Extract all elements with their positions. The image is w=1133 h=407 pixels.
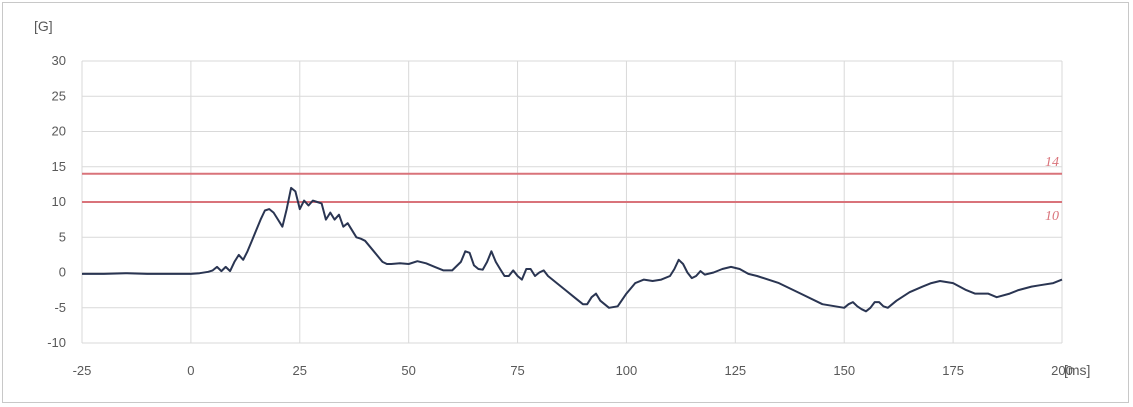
y-tick-label: 30	[52, 53, 66, 68]
y-tick-label: 0	[59, 265, 66, 280]
x-tick-label: 175	[942, 363, 964, 378]
y-axis-label: [G]	[34, 18, 53, 34]
x-tick-label: 100	[616, 363, 638, 378]
x-tick-label: 200	[1051, 363, 1073, 378]
x-tick-label: 125	[724, 363, 746, 378]
y-tick-label: -5	[54, 300, 66, 315]
x-tick-label: 75	[510, 363, 524, 378]
threshold-layer: 14 10	[82, 155, 1062, 224]
y-tick-label: 15	[52, 159, 66, 174]
tick-layer: -10 -5 0 5 10 15 20 25 30 -25 0 25 50 75 100 125 150 175 2…	[47, 53, 1073, 378]
x-tick-label: 50	[401, 363, 415, 378]
y-tick-label: 20	[52, 124, 66, 139]
x-tick-label: 0	[187, 363, 194, 378]
y-tick-label: 25	[52, 88, 66, 103]
x-tick-label: -25	[73, 363, 92, 378]
x-tick-label: 25	[293, 363, 307, 378]
x-axis-label: [ms]	[1064, 362, 1090, 378]
series-layer	[82, 186, 1063, 313]
y-tick-label: 10	[52, 194, 66, 209]
y-tick-label: -10	[47, 335, 66, 350]
threshold-label-10: 10	[1045, 209, 1059, 224]
series-line-0	[82, 186, 1063, 313]
x-tick-label: 150	[833, 363, 855, 378]
threshold-label-14: 14	[1045, 155, 1059, 170]
y-tick-label: 5	[59, 229, 66, 244]
